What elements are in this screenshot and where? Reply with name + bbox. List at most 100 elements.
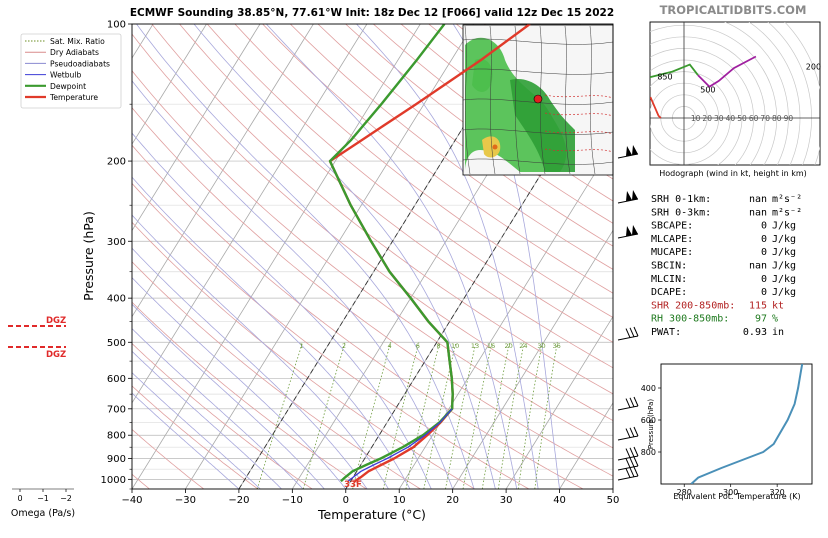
hodo-ring-label: 40 bbox=[726, 114, 736, 123]
theta-y-tick-label: 800 bbox=[641, 448, 656, 457]
barb-feather bbox=[629, 467, 635, 478]
y-tick-label: 600 bbox=[107, 374, 126, 385]
chart-title: ECMWF Sounding 38.85°N, 77.61°W Init: 18… bbox=[130, 7, 614, 19]
hodo-ring-label: 90 bbox=[784, 114, 794, 123]
dry-adiabat bbox=[132, 33, 613, 422]
pseudoadiabat bbox=[132, 372, 261, 489]
y-tick-label: 800 bbox=[107, 431, 126, 442]
index-value: 0 bbox=[761, 274, 767, 285]
hodo-annotation: 500 bbox=[700, 85, 715, 94]
isotherm-dashed bbox=[238, 24, 528, 489]
y-tick-label: 400 bbox=[107, 294, 126, 305]
theta-x-tick-label: 280 bbox=[677, 488, 692, 497]
index-value: 0 bbox=[761, 247, 767, 258]
map-border bbox=[489, 25, 496, 175]
wind-barb bbox=[617, 456, 639, 471]
barb-feather bbox=[625, 448, 631, 458]
hodo-ring-label: 70 bbox=[760, 114, 770, 123]
dry-adiabat bbox=[132, 428, 204, 489]
omega-tick-label: −2 bbox=[60, 494, 72, 503]
map-border bbox=[514, 25, 521, 175]
hodo-ring-label: 20 bbox=[702, 114, 712, 123]
mixing-ratio-label: 10 bbox=[451, 342, 459, 350]
barb-flag bbox=[632, 225, 638, 235]
y-tick-label: 500 bbox=[107, 338, 126, 349]
x-tick-label: 40 bbox=[553, 495, 566, 506]
barb-feather bbox=[633, 326, 639, 337]
pseudoadiabat bbox=[132, 303, 325, 489]
dgz-markers: DGZ DGZ bbox=[8, 316, 66, 360]
theta-x-label: Equivalent Pot. Temperature (K) bbox=[673, 492, 800, 501]
pseudoadiabat bbox=[266, 24, 518, 489]
index-label: MLCIN: bbox=[651, 274, 687, 285]
y-tick-label: 1000 bbox=[101, 475, 126, 486]
location-marker bbox=[533, 94, 543, 104]
hodo-trace bbox=[650, 63, 699, 79]
theta-y-label: Pressure (hPa) bbox=[647, 399, 655, 449]
map-border bbox=[462, 98, 614, 105]
index-label: SRH 0-1km: bbox=[651, 194, 711, 205]
pseudoadiabat bbox=[132, 247, 368, 489]
dry-adiabat bbox=[179, 24, 613, 369]
barb-flag bbox=[626, 146, 632, 156]
index-value: 0.93 bbox=[743, 327, 767, 338]
legend-label: Dewpoint bbox=[50, 82, 86, 91]
mixing-ratio-label: 13 bbox=[471, 342, 479, 350]
precip-core bbox=[492, 144, 498, 150]
map-border bbox=[462, 128, 614, 135]
index-unit: J/kg bbox=[772, 234, 796, 245]
map-border bbox=[464, 25, 471, 175]
legend-label: Dry Adiabats bbox=[50, 48, 99, 57]
wind-barb bbox=[617, 145, 639, 159]
dry-adiabat bbox=[132, 261, 421, 489]
mixing-ratio-line bbox=[481, 342, 510, 489]
mixing-ratio-label: 24 bbox=[519, 342, 527, 350]
theta-y-tick-label: 400 bbox=[641, 384, 656, 393]
isotherm bbox=[132, 24, 368, 404]
skewt-plot: 1 2 4 6 8 10 13 16 20 24 30 36 −40 −30 −20 −10 0 10 20 30 4… bbox=[81, 20, 620, 523]
index-row: SBCIN: nan J/kg bbox=[651, 261, 796, 272]
index-value: nan bbox=[749, 194, 767, 205]
x-tick-label: −30 bbox=[175, 495, 196, 506]
map-border bbox=[462, 158, 614, 165]
omega-tick-label: −1 bbox=[37, 494, 49, 503]
hodo-trace bbox=[650, 96, 662, 119]
dry-adiabat bbox=[132, 385, 259, 489]
barb-staff bbox=[617, 153, 639, 159]
mixing-ratio-line bbox=[497, 342, 525, 489]
mixing-ratio-label: 8 bbox=[437, 342, 441, 350]
dry-adiabat bbox=[206, 24, 613, 343]
index-label: PWAT: bbox=[651, 327, 681, 338]
barb-staff bbox=[617, 455, 639, 461]
pseudoadiabat bbox=[132, 392, 240, 489]
dry-adiabat bbox=[132, 343, 313, 489]
x-tick-label: 50 bbox=[607, 495, 620, 506]
dry-adiabat bbox=[262, 24, 613, 294]
mixing-ratio-line bbox=[517, 342, 543, 489]
x-axis-label: Temperature (°C) bbox=[317, 507, 426, 522]
mixing-ratio-line bbox=[423, 342, 457, 489]
legend-label: Pseudoadiabats bbox=[50, 59, 110, 68]
barb-staff bbox=[617, 198, 639, 204]
omega-label: Omega (Pa/s) bbox=[11, 508, 75, 519]
y-tick-label: 100 bbox=[107, 20, 126, 31]
pseudoadiabat bbox=[193, 24, 496, 489]
x-tick-label: 30 bbox=[500, 495, 513, 506]
index-unit: m²s⁻² bbox=[772, 207, 802, 218]
dry-adiabat bbox=[345, 24, 613, 224]
hodo-ring-label: 30 bbox=[714, 114, 724, 123]
mixing-ratio-line bbox=[534, 342, 558, 489]
pressure-contour bbox=[544, 148, 614, 153]
map-border bbox=[564, 25, 571, 175]
theta-x-tick-label: 320 bbox=[770, 488, 785, 497]
theta-e-profile bbox=[690, 364, 804, 484]
pseudoadiabat bbox=[136, 24, 475, 489]
barb-flag bbox=[626, 226, 632, 236]
x-tick-label: 0 bbox=[343, 495, 349, 506]
hodo-ring-label: 80 bbox=[772, 114, 782, 123]
hodograph-caption: Hodograph (wind in kt, height in km) bbox=[659, 169, 807, 178]
profile-dewpoint bbox=[328, 24, 454, 483]
y-axis-label: Pressure (hPa) bbox=[81, 211, 96, 301]
precip-area bbox=[510, 79, 575, 172]
barb-feather bbox=[629, 327, 635, 338]
